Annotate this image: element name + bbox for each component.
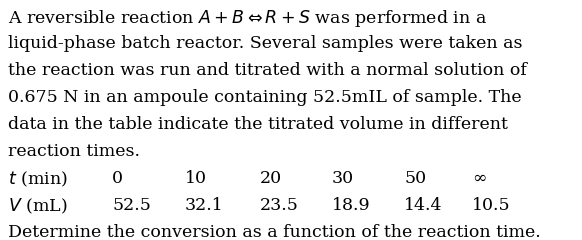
Text: liquid-phase batch reactor. Several samples were taken as: liquid-phase batch reactor. Several samp… xyxy=(8,35,523,52)
Text: 10.5: 10.5 xyxy=(472,197,510,214)
Text: 52.5: 52.5 xyxy=(112,197,151,214)
Text: 0.675 N in an ampoule containing 52.5mIL of sample. The: 0.675 N in an ampoule containing 52.5mIL… xyxy=(8,89,521,106)
Text: 14.4: 14.4 xyxy=(404,197,442,214)
Text: Determine the conversion as a function of the reaction time.: Determine the conversion as a function o… xyxy=(8,224,541,240)
Text: 30: 30 xyxy=(332,170,354,187)
Text: reaction times.: reaction times. xyxy=(8,143,140,160)
Text: 0: 0 xyxy=(112,170,123,187)
Text: the reaction was run and titrated with a normal solution of: the reaction was run and titrated with a… xyxy=(8,62,527,79)
Text: $\mathit{t}$ (min): $\mathit{t}$ (min) xyxy=(8,170,68,189)
Text: $\mathit{V}$ (mL): $\mathit{V}$ (mL) xyxy=(8,197,68,216)
Text: 23.5: 23.5 xyxy=(260,197,299,214)
Text: ∞: ∞ xyxy=(472,170,487,187)
Text: 20: 20 xyxy=(260,170,282,187)
Text: A reversible reaction $\mathit{A} + \mathit{B} \Leftrightarrow \mathit{R} + \mat: A reversible reaction $\mathit{A} + \mat… xyxy=(8,8,487,29)
Text: 18.9: 18.9 xyxy=(332,197,371,214)
Text: 50: 50 xyxy=(404,170,426,187)
Text: 10: 10 xyxy=(185,170,207,187)
Text: 32.1: 32.1 xyxy=(185,197,223,214)
Text: data in the table indicate the titrated volume in different: data in the table indicate the titrated … xyxy=(8,116,508,133)
